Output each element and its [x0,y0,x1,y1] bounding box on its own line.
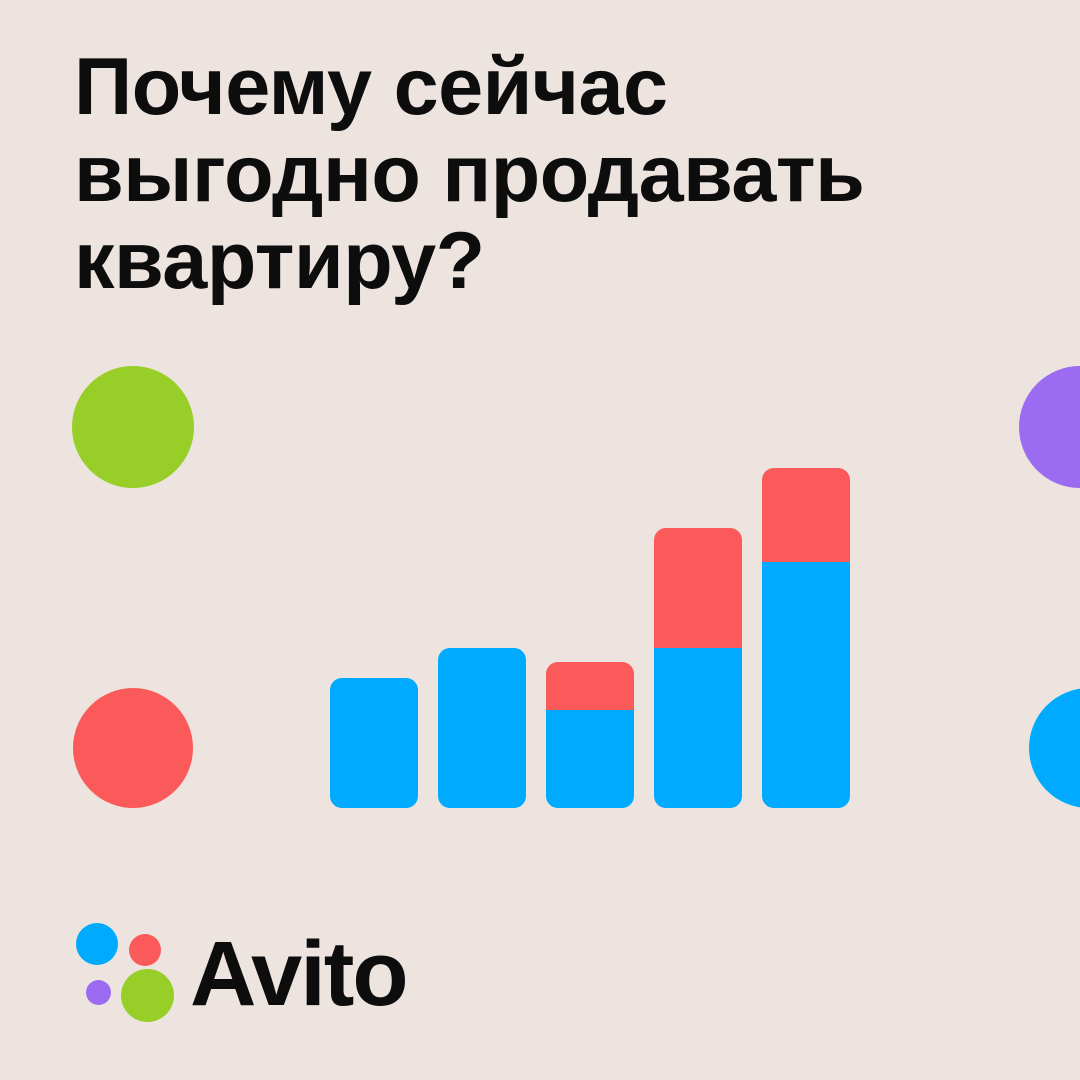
bar-column-2 [438,648,526,808]
avito-logo-dots [72,920,176,1022]
bar-segment-red-3 [546,662,634,710]
bar-segment-blue-4 [654,648,742,808]
blue-circle-decoration [1029,688,1080,808]
bar-segment-blue-1 [330,678,418,808]
logo-dot-purple-icon [86,980,111,1005]
logo-dot-red-icon [129,934,161,966]
bar-segment-red-4 [654,528,742,648]
bar-column-3 [546,662,634,808]
red-circle-decoration [73,688,193,808]
purple-circle-decoration [1019,366,1080,488]
bar-segment-red-5 [762,468,850,562]
page-title: Почему сейчас выгодно продавать квартиру… [74,42,865,306]
stacked-bar-chart [330,440,850,808]
avito-wordmark: Avito [190,923,409,1025]
avito-logo[interactable]: Avito [72,920,432,1024]
bar-column-4 [654,528,742,808]
bar-column-5 [762,468,850,808]
bar-segment-blue-3 [546,710,634,808]
logo-dot-blue-icon [76,923,118,965]
bar-segment-blue-5 [762,562,850,808]
bar-column-1 [330,678,418,808]
green-circle-decoration [72,366,194,488]
logo-dot-green-icon [121,969,174,1022]
bar-segment-blue-2 [438,648,526,808]
